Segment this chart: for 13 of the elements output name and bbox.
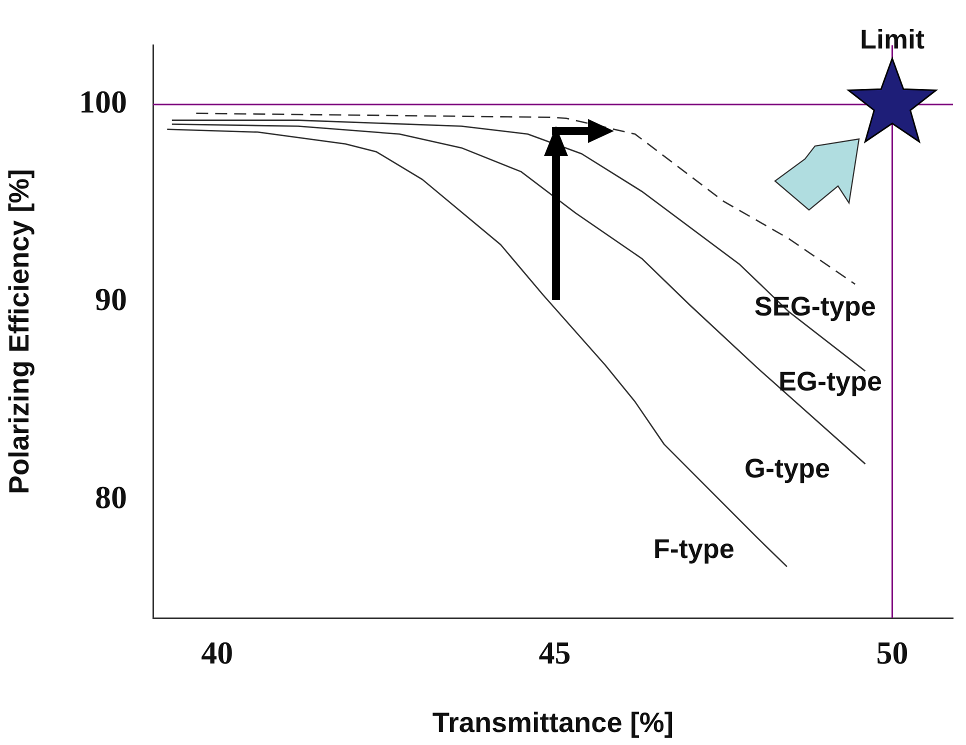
annotation: Limit xyxy=(860,24,924,54)
x-tick-label: 45 xyxy=(538,634,571,670)
y-tick-label: 90 xyxy=(95,281,127,318)
y-axis-title: Polarizing Efficiency [%] xyxy=(4,169,35,494)
series-label: F-type xyxy=(653,534,734,564)
y-tick-label: 100 xyxy=(79,84,127,120)
series-label: EG-type xyxy=(778,366,882,397)
x-axis-title: Transmittance [%] xyxy=(432,706,674,738)
line-series xyxy=(196,112,856,285)
y-tick-label: 80 xyxy=(95,478,127,515)
x-tick-label: 40 xyxy=(201,634,234,670)
series-label: G-type xyxy=(744,453,830,484)
x-tick-label: 50 xyxy=(876,634,908,670)
